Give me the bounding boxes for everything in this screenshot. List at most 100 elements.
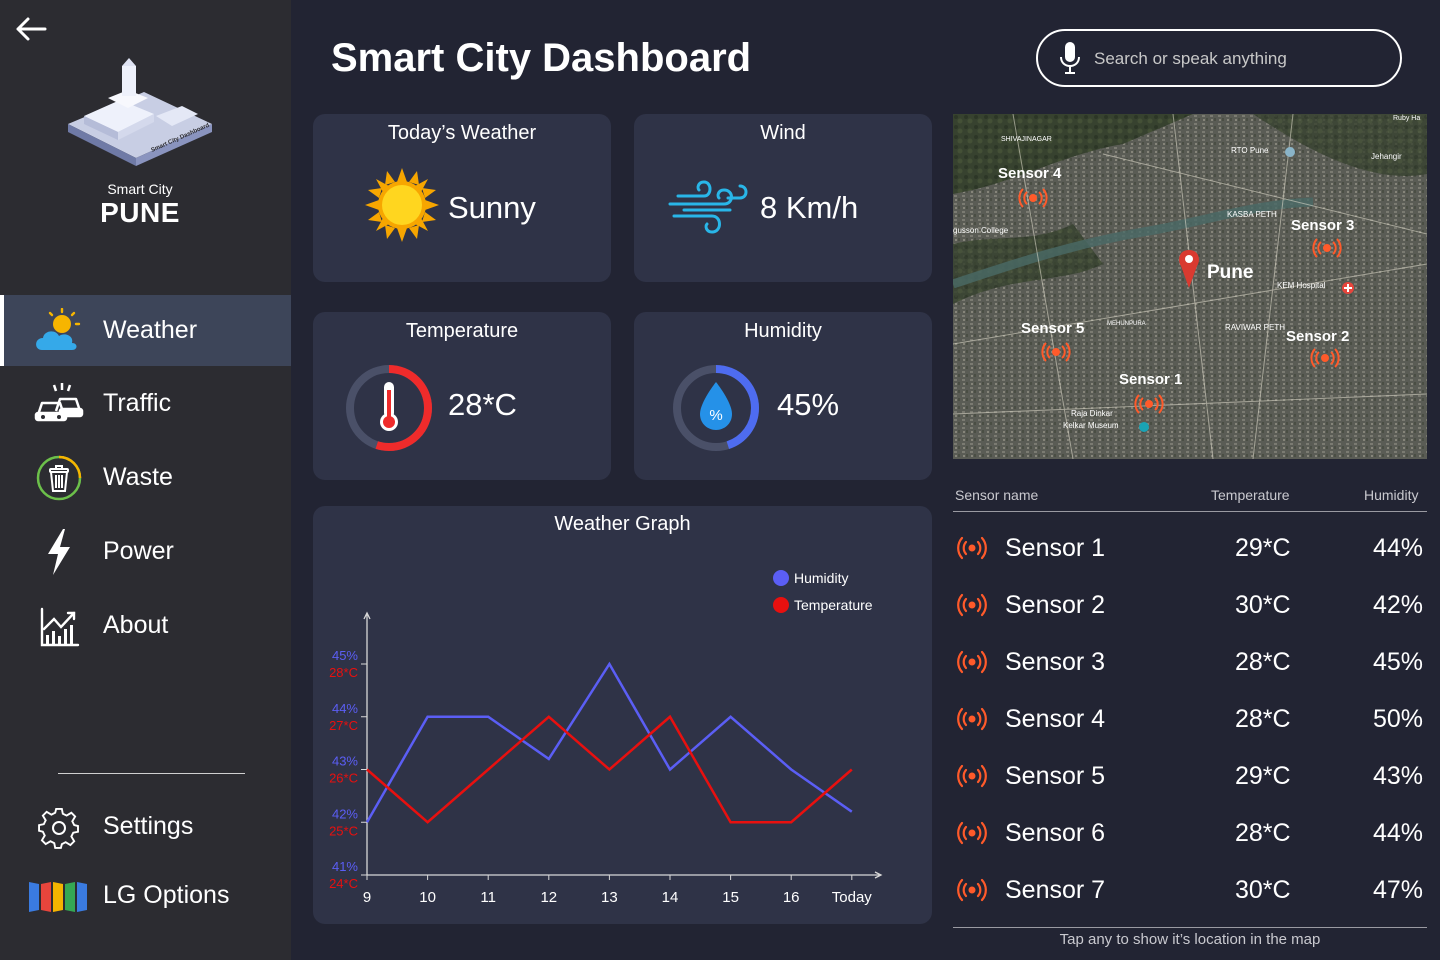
sensor-humidity: 42% — [1372, 591, 1423, 619]
chart-axes — [363, 611, 883, 879]
table-row[interactable]: Sensor 6 28*C 44% — [953, 805, 1427, 862]
weather-line-chart: Humidity Temperature 41% 24*C 42% 25*C 43% 26… — [329, 570, 883, 906]
search-bar[interactable] — [1036, 29, 1402, 87]
table-row[interactable]: Sensor 3 28*C 45% — [953, 634, 1427, 691]
sensor-signal-icon — [957, 764, 987, 788]
city-map[interactable]: SHIVAJINAGAR RTO Pune Jehangir KASBA PET… — [953, 114, 1427, 459]
brand-subtitle: Smart City — [107, 181, 173, 197]
table-row[interactable]: Sensor 7 30*C 47% — [953, 862, 1427, 919]
sensor-humidity: 44% — [1372, 819, 1423, 847]
sensor-name: Sensor 3 — [1005, 648, 1106, 676]
x-tick-label: 13 — [601, 889, 618, 906]
thermometer-icon — [380, 382, 398, 431]
sensor-signal-icon — [957, 593, 987, 617]
sidebar-item-label: Settings — [103, 812, 194, 840]
hospital-icon — [1342, 282, 1354, 294]
y-tick-label-temperature: 24*C — [329, 876, 358, 891]
sidebar-item-lg-options[interactable]: LG Options — [0, 860, 291, 931]
sensor-name: Sensor 6 — [1005, 819, 1106, 847]
map-satellite-view: SHIVAJINAGAR RTO Pune Jehangir KASBA PET… — [953, 114, 1427, 459]
legend-temperature-swatch — [773, 597, 789, 613]
sensor-temperature: 29*C — [1235, 534, 1291, 562]
series-line-temperature — [366, 714, 853, 824]
about-icon — [40, 607, 80, 646]
y-tick-label-humidity: 44% — [332, 701, 358, 716]
page-title: Smart City Dashboard — [331, 36, 752, 80]
humidity-value: 45% — [777, 387, 840, 422]
search-input[interactable] — [1094, 45, 1384, 73]
table-row[interactable]: Sensor 4 28*C 50% — [953, 691, 1427, 748]
sidebar-item-about[interactable]: About — [0, 590, 291, 661]
back-arrow-icon[interactable] — [12, 14, 50, 44]
wind-card: Wind 8 Km/h — [634, 114, 932, 282]
table-row[interactable]: Sensor 2 30*C 42% — [953, 577, 1427, 634]
water-drop-icon: % — [700, 382, 732, 430]
x-tick-label: 15 — [722, 889, 739, 906]
drop-percent-symbol: % — [709, 407, 722, 424]
y-tick-label-humidity: 45% — [332, 648, 358, 663]
sidebar-item-power[interactable]: Power — [0, 516, 291, 587]
sidebar-item-waste[interactable]: Waste — [0, 442, 291, 513]
y-tick-label-humidity: 43% — [332, 754, 358, 769]
sensor-signal-icon — [957, 536, 987, 560]
weather-icon — [36, 307, 81, 350]
sensor-humidity: 45% — [1372, 648, 1423, 676]
x-tick-label: 11 — [480, 889, 496, 906]
chart-title: Weather Graph — [554, 513, 691, 535]
sensor-signal-icon — [957, 878, 987, 902]
sidebar-item-label: Power — [103, 537, 174, 565]
brand-title: PUNE — [100, 197, 180, 228]
map-place-label: KEM Hospital — [1277, 281, 1326, 290]
sensor-signal-icon — [957, 707, 987, 731]
map-sensor-label: Sensor 5 — [1021, 320, 1084, 337]
table-row[interactable]: Sensor 5 29*C 43% — [953, 748, 1427, 805]
power-icon — [48, 528, 70, 575]
sensor-temperature: 28*C — [1235, 819, 1291, 847]
map-place-label: SHIVAJINAGAR — [1001, 136, 1052, 143]
card-title: Humidity — [744, 320, 822, 342]
col-header-humidity: Humidity — [1364, 487, 1419, 503]
sensor-name: Sensor 2 — [1005, 591, 1106, 619]
weather-card: Today’s Weather Sunny — [313, 114, 611, 282]
table-footnote: Tap any to show it’s location in the map — [1059, 931, 1321, 948]
col-header-name: Sensor name — [955, 487, 1039, 503]
sensor-humidity: 50% — [1372, 705, 1423, 733]
sensor-signal-icon — [957, 821, 987, 845]
sensor-name: Sensor 1 — [1005, 534, 1106, 562]
sensor-temperature: 29*C — [1235, 762, 1291, 790]
weather-graph-card: Weather Graph Humidity Temperature 41% 24… — [313, 506, 932, 924]
sensor-temperature: 30*C — [1235, 591, 1291, 619]
city-logo: Smart City Dashboard — [68, 58, 212, 166]
sidebar-item-label: Waste — [103, 463, 173, 491]
sensor-signal-icon — [957, 650, 987, 674]
sensor-temperature: 28*C — [1235, 648, 1291, 676]
y-tick-label-temperature: 25*C — [329, 823, 358, 838]
table-row[interactable]: Sensor 1 29*C 44% — [953, 520, 1427, 577]
y-tick-label-humidity: 42% — [332, 806, 358, 821]
sensor-temperature: 28*C — [1235, 705, 1291, 733]
sidebar-item-traffic[interactable]: Traffic — [0, 368, 291, 439]
map-sensor-label: Sensor 2 — [1286, 328, 1349, 345]
sidebar-divider — [58, 773, 245, 774]
sensor-name: Sensor 5 — [1005, 762, 1106, 790]
sidebar: Smart City Dashboard Smart City PUNE Wea… — [0, 0, 291, 960]
map-sensor-label: Sensor 3 — [1291, 217, 1354, 234]
microphone-icon[interactable] — [1058, 41, 1082, 75]
sidebar-item-label: Weather — [103, 316, 198, 344]
sensor-humidity: 47% — [1372, 876, 1423, 904]
sidebar-item-weather[interactable]: Weather — [0, 295, 291, 366]
lg-options-icon — [29, 881, 87, 912]
y-tick-label-temperature: 27*C — [329, 718, 358, 733]
sensor-temperature: 30*C — [1235, 876, 1291, 904]
map-place-label: RTO Pune — [1231, 146, 1269, 155]
map-sensor-label: Sensor 1 — [1119, 371, 1182, 388]
gear-icon — [38, 807, 79, 849]
map-place-label: Ruby Ha — [1393, 115, 1420, 122]
legend-temperature-label: Temperature — [794, 597, 873, 613]
sensor-humidity: 44% — [1372, 534, 1423, 562]
card-title: Today’s Weather — [387, 122, 537, 144]
card-title: Wind — [760, 122, 806, 144]
table-header-divider — [953, 511, 1427, 512]
sidebar-item-settings[interactable]: Settings — [0, 791, 291, 862]
sensor-humidity: 43% — [1372, 762, 1423, 790]
